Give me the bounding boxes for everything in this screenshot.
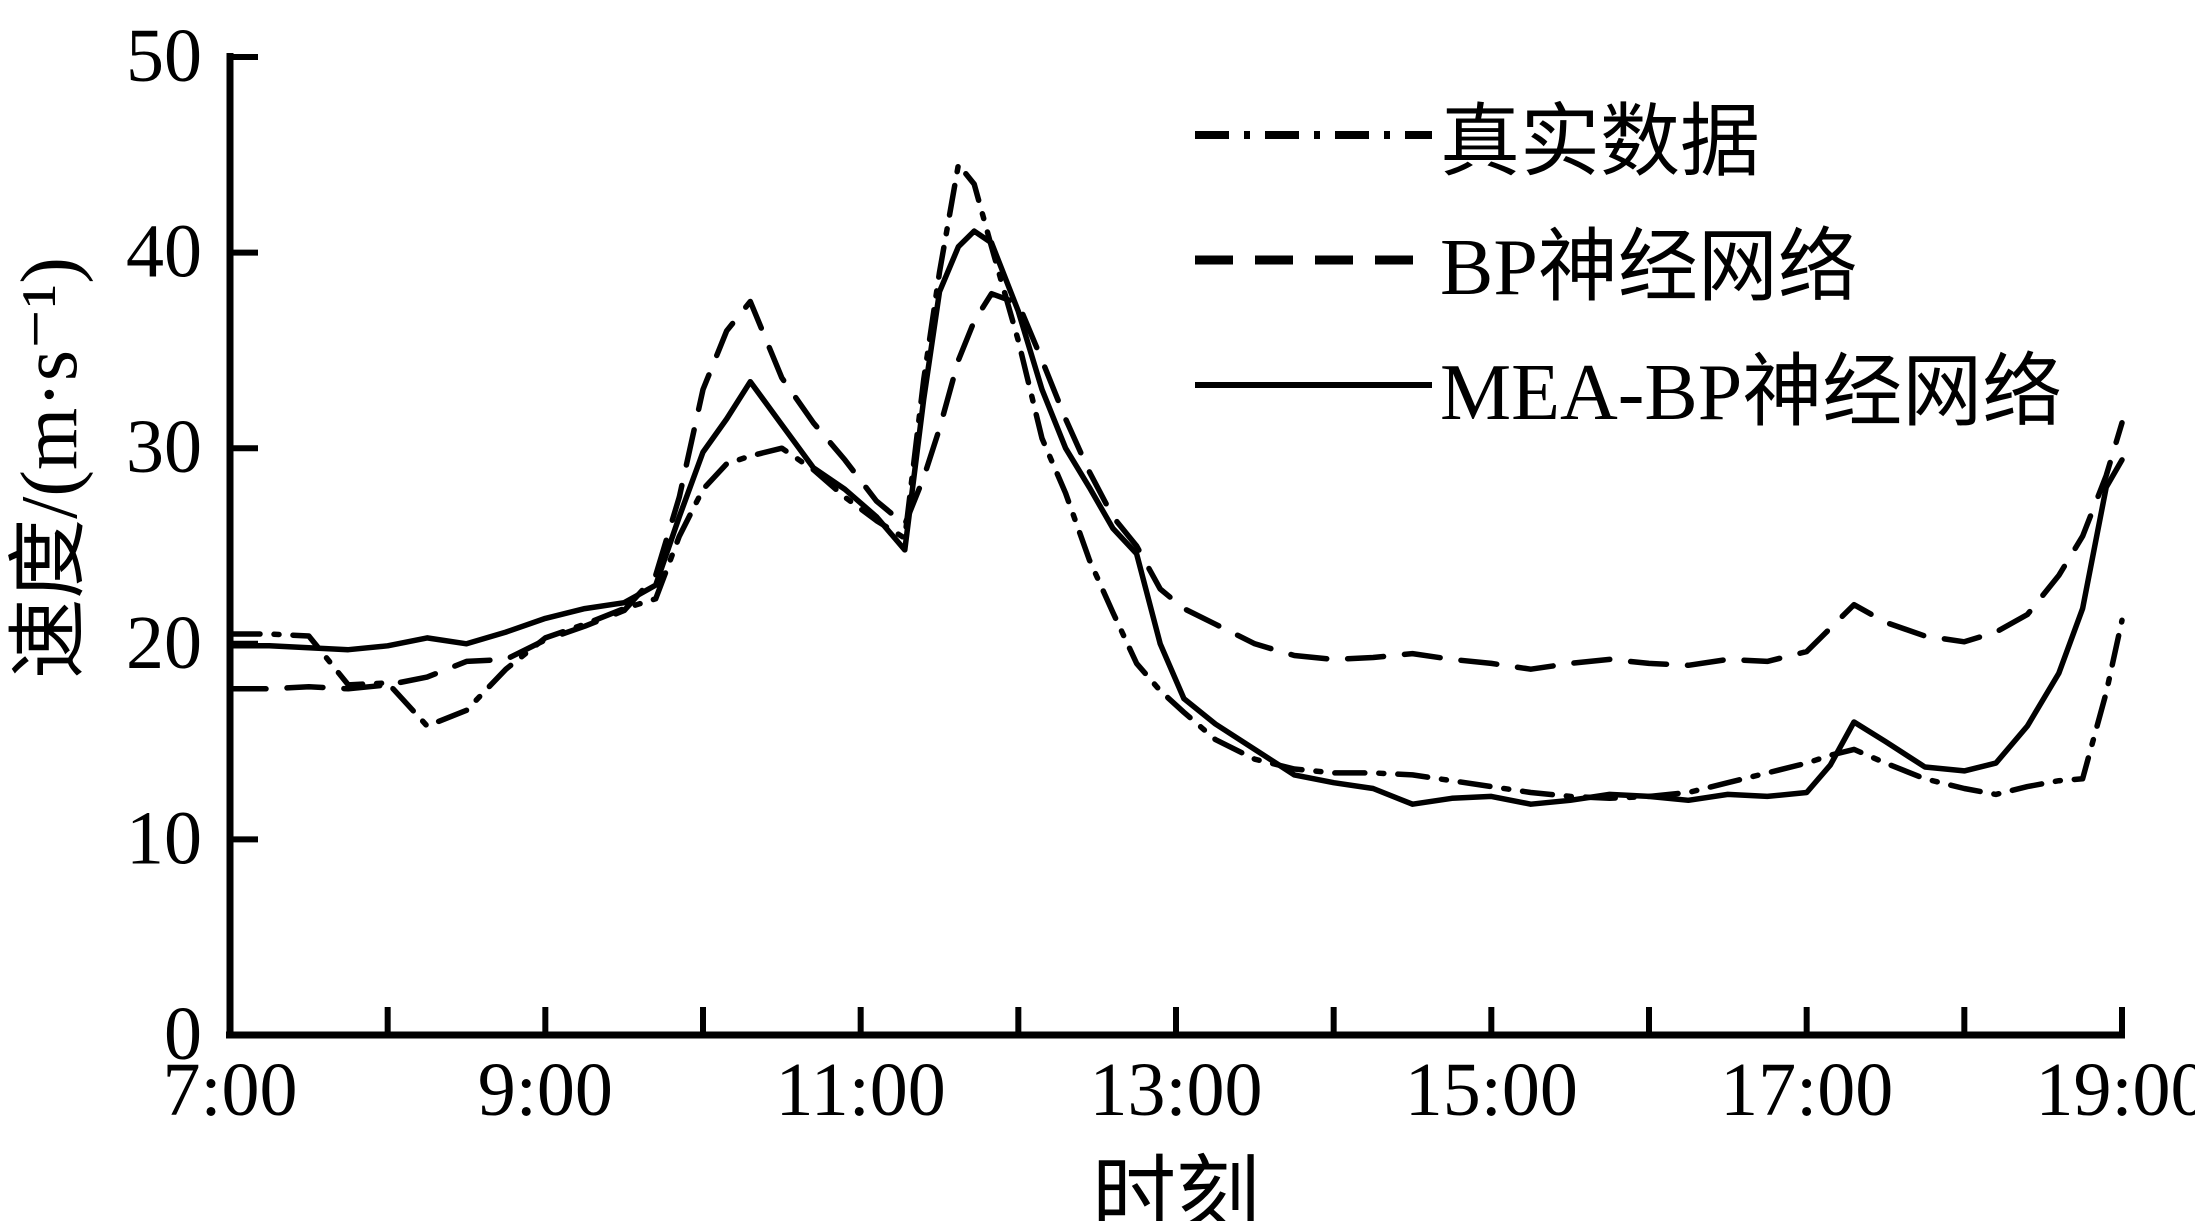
series-real-data-line: [227, 161, 2125, 802]
y-tick-label: 50: [126, 14, 202, 98]
x-tick-label: 13:00: [1089, 1048, 1262, 1132]
series-bp-network-line: [227, 290, 2125, 692]
x-tick-label: 19:00: [2035, 1048, 2195, 1132]
x-tick-label: 7:00: [162, 1048, 297, 1132]
y-tick-label: 10: [126, 796, 202, 880]
y-tick-label: 30: [126, 405, 202, 489]
x-tick-label: 9:00: [478, 1048, 613, 1132]
x-tick-label: 11:00: [776, 1048, 946, 1132]
y-axis-title: 速度/(m·s⁻¹): [6, 257, 94, 679]
y-tick-label: 20: [126, 601, 202, 685]
x-tick-label: 15:00: [1405, 1048, 1578, 1132]
x-axis-title: 时刻: [1091, 1150, 1260, 1221]
x-tick-label: 17:00: [1720, 1048, 1893, 1132]
series-mea-bp-network-line: [227, 228, 2125, 807]
y-tick-label: 0: [164, 992, 202, 1076]
y-tick-label: 40: [126, 210, 202, 294]
